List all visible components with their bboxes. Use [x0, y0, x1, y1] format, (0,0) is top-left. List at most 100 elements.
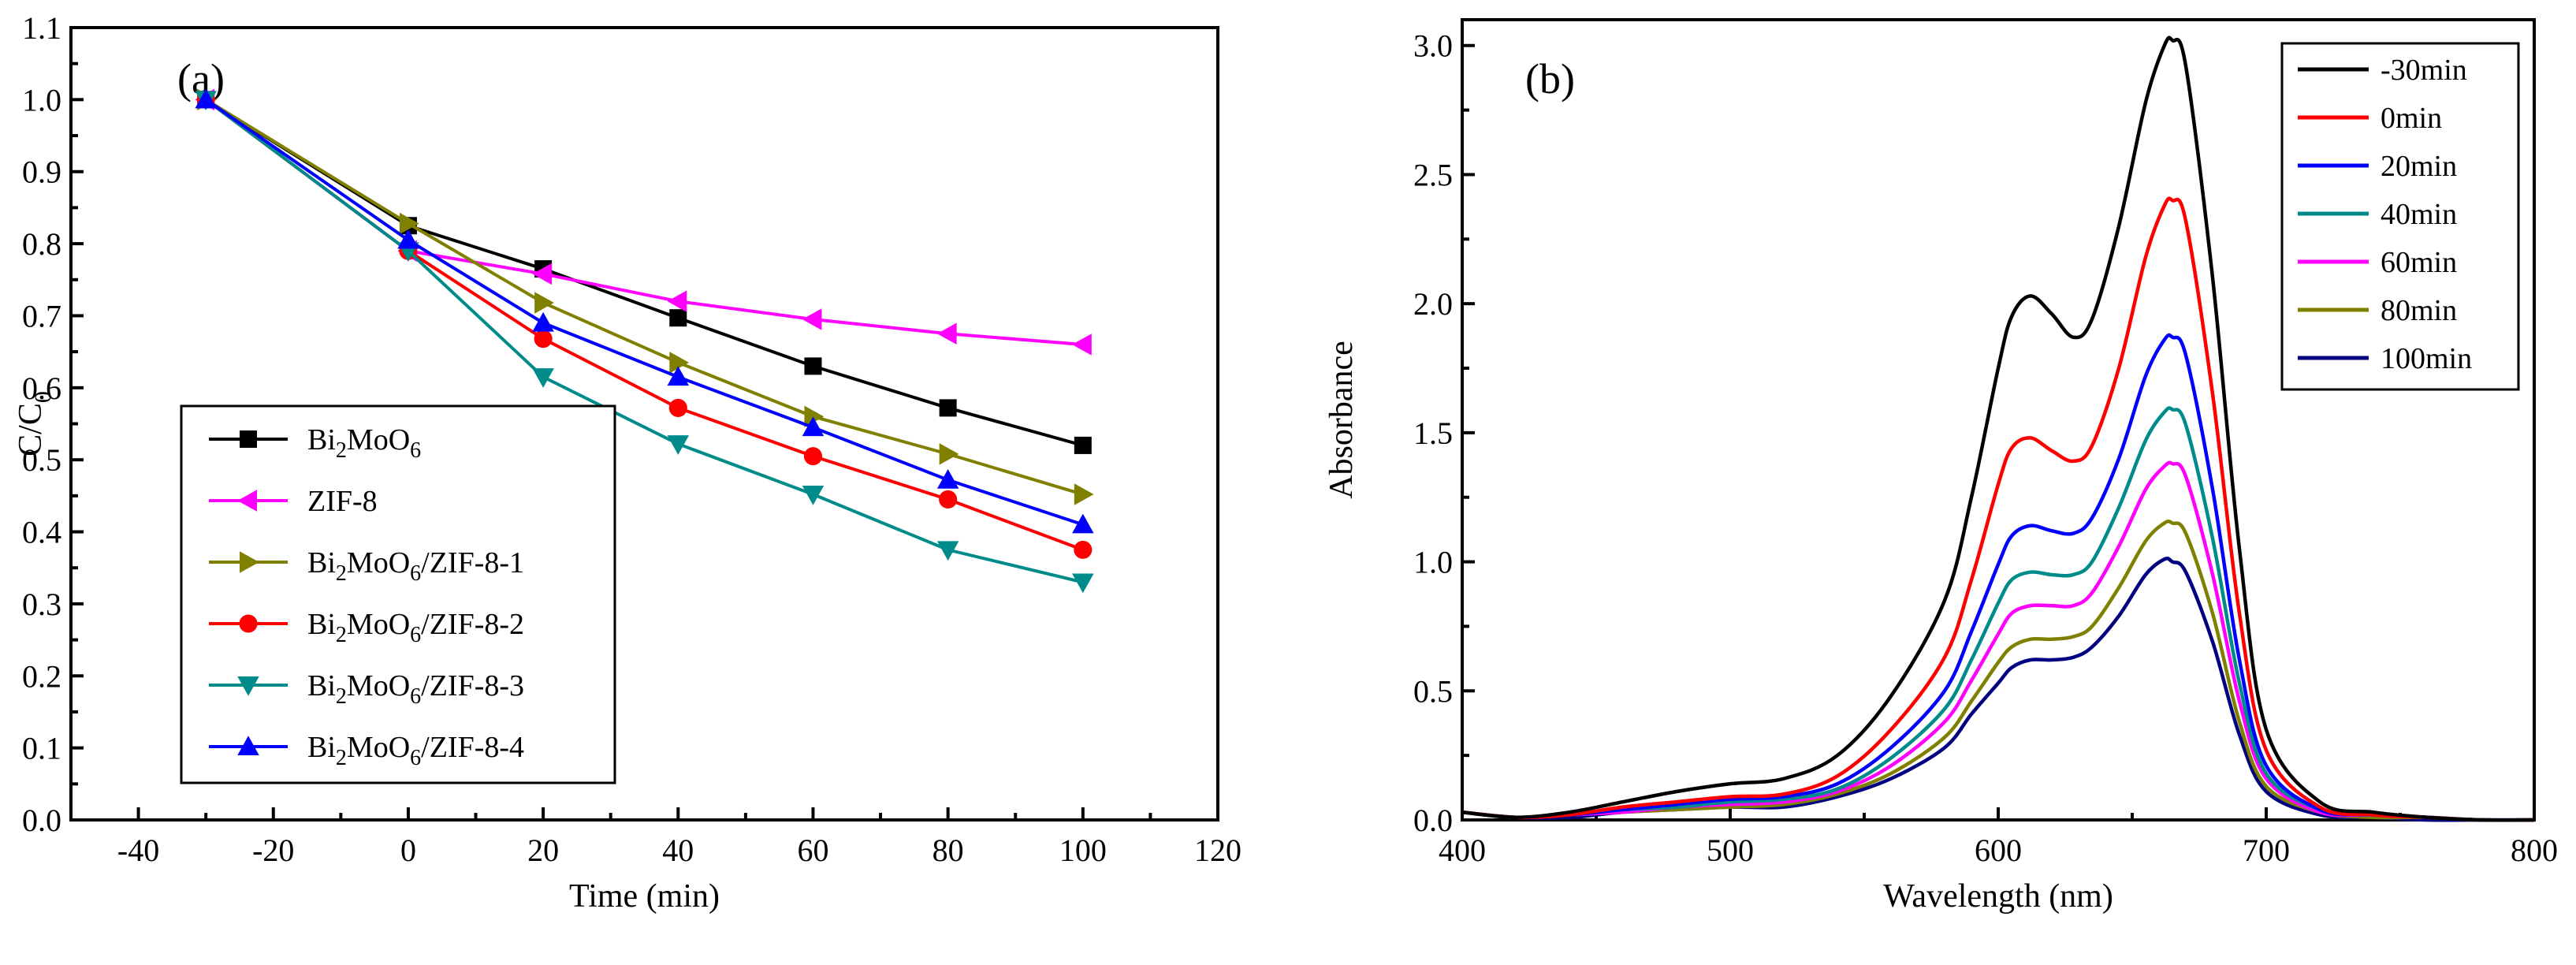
spectrum-line: [1461, 406, 2535, 822]
x-tick-label: 40: [662, 833, 694, 868]
x-tick-label: 100: [1059, 833, 1107, 868]
data-point: [1074, 483, 1094, 505]
y-tick-label: 0.6: [22, 371, 61, 406]
y-axis-title: Absorbance: [1323, 341, 1360, 499]
panel-label: (b): [1525, 55, 1575, 102]
y-tick-label: 0.8: [22, 226, 61, 262]
data-point: [532, 368, 554, 388]
data-point: [667, 435, 690, 455]
legend-label-part: /ZIF-8-3: [421, 669, 524, 702]
data-point: [667, 290, 687, 312]
legend-label-part: /ZIF-8-1: [421, 546, 524, 579]
data-point: [532, 263, 553, 285]
data-point: [804, 357, 822, 375]
legend-label: 100min: [2381, 342, 2472, 375]
data-point: [1074, 540, 1093, 559]
legend-label-part: Bi: [307, 669, 336, 702]
y-tick-label: 0.5: [22, 442, 61, 478]
legend-label-part: Bi: [307, 608, 336, 641]
y-tick-label: 1.5: [1413, 415, 1453, 451]
legend-label: -30min: [2381, 54, 2467, 87]
x-tick-label: 400: [1439, 833, 1486, 868]
legend-marker: [237, 736, 259, 755]
data-point: [195, 88, 217, 109]
legend-label-part: /ZIF-8-2: [421, 608, 524, 641]
data-point: [936, 469, 959, 489]
legend-label-part: MoO: [347, 423, 410, 456]
spectrum-line: [1461, 460, 2535, 822]
data-point: [534, 330, 553, 348]
y-axis-title-main: C/C: [13, 403, 49, 456]
y-axis-title: C/C0: [13, 391, 56, 456]
spectrum-line: [1461, 519, 2535, 822]
legend-marker: [240, 430, 257, 448]
legend-label: 20min: [2381, 150, 2457, 183]
x-tick-label: 800: [2511, 833, 2558, 868]
legend-label-part: MoO: [347, 669, 410, 702]
x-tick-label: 80: [932, 833, 964, 868]
series-line: [204, 98, 1083, 346]
legend-label: 60min: [2381, 246, 2457, 279]
spectrum-line: [1461, 196, 2535, 822]
legend-marker: [237, 676, 259, 696]
y-tick-label: 1.0: [22, 82, 61, 117]
y-tick-label: 3.0: [1413, 28, 1453, 64]
data-point: [802, 308, 822, 330]
spectrum-line: [1461, 557, 2534, 822]
data-point: [669, 352, 690, 374]
legend-label-part: Bi: [307, 546, 336, 579]
legend-label: 80min: [2381, 294, 2457, 327]
data-point: [668, 398, 687, 417]
data-point: [1072, 573, 1094, 594]
x-tick-label: 120: [1194, 833, 1241, 868]
legend-marker: [237, 490, 257, 512]
x-tick-label: 0: [400, 833, 416, 868]
legend-label: Bi2MoO6/ZIF-8-3: [307, 669, 524, 709]
data-point: [936, 541, 959, 561]
y-tick-label: 0.5: [1413, 673, 1453, 709]
legend-label-part: 2: [336, 623, 347, 647]
legend-label-part: 2: [336, 684, 347, 709]
data-point: [534, 292, 554, 314]
spectrum-line: [1461, 35, 2535, 822]
legend: Bi2MoO6ZIF-8Bi2MoO6/ZIF-8-1Bi2MoO6/ZIF-8…: [180, 404, 616, 784]
legend-box: [2280, 42, 2520, 391]
y-tick-label: 0.3: [22, 587, 61, 622]
data-point: [669, 309, 687, 327]
legend-label: Bi2MoO6/ZIF-8-2: [307, 608, 524, 647]
data-point: [804, 405, 825, 428]
series-line: [205, 98, 1084, 447]
y-tick-label: 2.5: [1413, 157, 1453, 192]
legend-box: [180, 404, 616, 784]
data-point: [802, 416, 825, 437]
legend-label-part: 6: [410, 561, 421, 586]
legend-label-part: MoO: [347, 546, 410, 579]
legend-label-part: MoO: [347, 608, 410, 641]
data-point: [936, 322, 957, 345]
x-tick-label: -40: [117, 833, 159, 868]
legend-label-part: 6: [410, 684, 421, 709]
legend-label-part: 2: [336, 561, 347, 586]
y-tick-label: 1.1: [22, 10, 61, 46]
legend-label-part: 6: [410, 623, 421, 647]
y-tick-label: 0.4: [22, 515, 61, 550]
data-point: [939, 399, 957, 417]
x-tick-label: 700: [2243, 833, 2290, 868]
legend-label-part: 6: [410, 746, 421, 770]
legend-label: ZIF-8: [307, 485, 378, 518]
x-axis-title: Wavelength (nm): [1883, 878, 2113, 915]
legend-label-part: MoO: [347, 731, 410, 764]
legend-label-part: ZIF-8: [307, 485, 378, 518]
legend-label: Bi2MoO6/ZIF-8-4: [307, 731, 524, 770]
x-tick-label: -20: [252, 833, 294, 868]
x-axis-title: Time (min): [569, 878, 720, 915]
data-point: [1072, 333, 1092, 356]
data-point: [667, 366, 690, 386]
y-tick-label: 1.0: [1413, 545, 1453, 580]
legend-label: Bi2MoO6/ZIF-8-1: [307, 546, 524, 586]
data-point: [939, 490, 958, 509]
legend-label-part: Bi: [307, 731, 336, 764]
legend-marker: [240, 551, 259, 573]
legend-marker: [239, 614, 258, 633]
x-tick-label: 500: [1707, 833, 1754, 868]
